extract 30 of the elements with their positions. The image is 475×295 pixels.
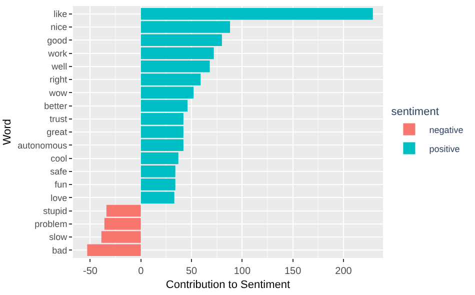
y-tick-label: slow — [49, 232, 68, 242]
y-tick-label: problem — [34, 219, 68, 230]
y-tick-label: work — [47, 48, 68, 58]
y-tick-label: autonomous — [18, 140, 68, 150]
y-tick-label: nice — [50, 22, 68, 32]
legend-title: sentiment — [391, 106, 439, 118]
x-tick-label: 150 — [284, 266, 302, 277]
y-tick-label: stupid — [43, 206, 68, 216]
y-tick-label: trust — [50, 114, 68, 124]
y-tick-label: good — [47, 35, 68, 46]
x-tick-label: -50 — [82, 266, 98, 277]
y-tick-label: like — [54, 9, 68, 20]
y-tick-label: right — [50, 74, 68, 85]
x-axis-title: Contribution to Sentiment — [166, 279, 290, 292]
x-tick-label: 50 — [186, 266, 198, 277]
x-tick-label: 200 — [335, 266, 352, 277]
legend-label: positive — [429, 144, 460, 154]
y-tick-label: well — [50, 62, 68, 72]
y-tick-label: cool — [50, 153, 68, 164]
y-tick-label: love — [50, 192, 68, 203]
y-tick-label: safe — [50, 166, 68, 177]
y-axis-title: Word — [1, 118, 14, 146]
x-tick-label: 100 — [234, 266, 251, 277]
y-tick-label: bad — [52, 245, 68, 256]
y-tick-label: fun — [54, 180, 68, 190]
y-tick-label: better — [44, 100, 68, 111]
legend-label: negative — [429, 124, 464, 135]
x-tick-label: 0 — [138, 266, 144, 277]
y-tick-label: wow — [48, 88, 68, 98]
y-tick-label: great — [46, 127, 68, 138]
